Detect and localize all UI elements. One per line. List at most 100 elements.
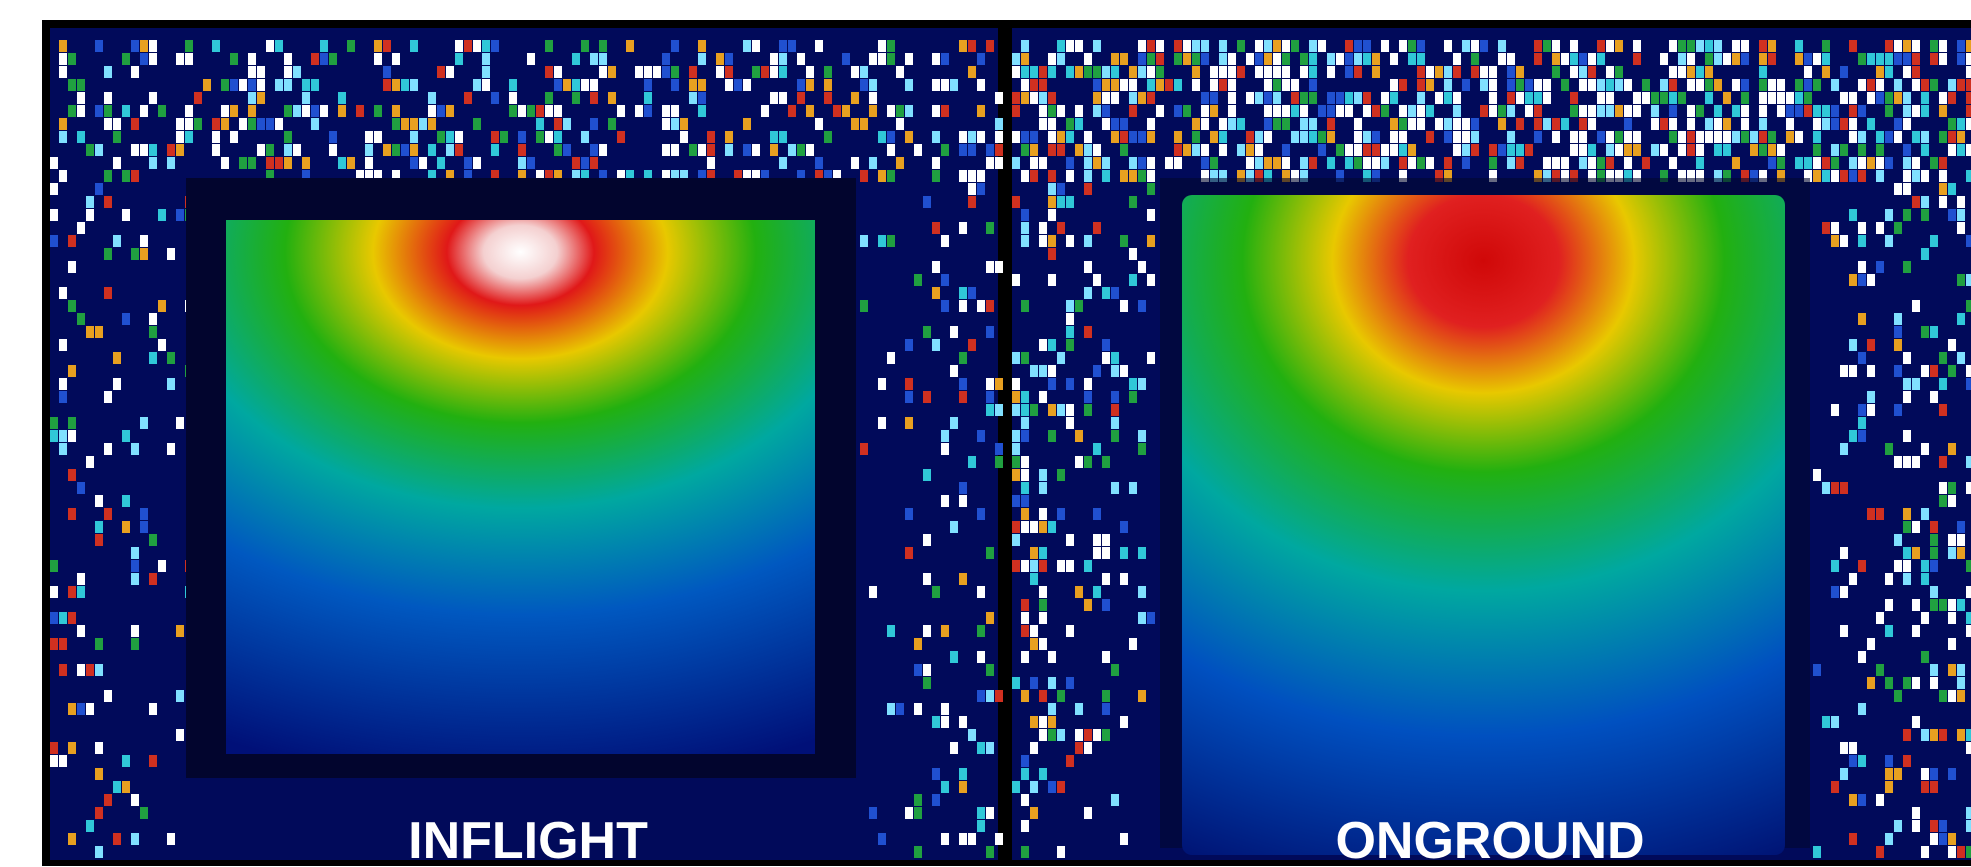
noise-pixel: [779, 40, 787, 52]
noise-pixel: [968, 196, 976, 208]
noise-pixel: [1624, 79, 1632, 91]
noise-pixel: [491, 92, 499, 104]
noise-pixel: [59, 53, 67, 65]
noise-pixel: [455, 131, 463, 143]
noise-pixel: [1588, 105, 1596, 117]
noise-pixel: [1606, 66, 1614, 78]
noise-pixel: [131, 170, 139, 182]
noise-pixel: [1138, 66, 1146, 78]
noise-pixel: [698, 40, 706, 52]
noise-pixel: [1039, 521, 1047, 533]
noise-pixel: [1930, 729, 1938, 741]
noise-pixel: [1948, 846, 1956, 858]
noise-pixel: [68, 742, 76, 754]
noise-pixel: [1930, 235, 1938, 247]
noise-pixel: [1966, 66, 1971, 78]
noise-pixel: [1543, 92, 1551, 104]
noise-pixel: [554, 105, 562, 117]
noise-pixel: [1930, 677, 1938, 689]
noise-pixel: [1138, 92, 1146, 104]
noise-pixel: [176, 53, 184, 65]
noise-pixel: [860, 235, 868, 247]
noise-pixel: [1867, 157, 1875, 169]
noise-pixel: [1696, 144, 1704, 156]
noise-pixel: [68, 235, 76, 247]
noise-pixel: [1426, 66, 1434, 78]
noise-pixel: [1930, 664, 1938, 676]
noise-pixel: [1309, 40, 1317, 52]
noise-pixel: [1885, 66, 1893, 78]
noise-pixel: [176, 729, 184, 741]
noise-pixel: [1012, 495, 1020, 507]
noise-pixel: [185, 118, 193, 130]
noise-pixel: [725, 144, 733, 156]
noise-pixel: [1102, 339, 1110, 351]
noise-pixel: [266, 118, 274, 130]
noise-pixel: [1066, 235, 1074, 247]
noise-pixel: [1048, 196, 1056, 208]
noise-pixel: [1021, 482, 1029, 494]
noise-pixel: [1030, 157, 1038, 169]
noise-pixel: [1120, 79, 1128, 91]
noise-pixel: [1327, 66, 1335, 78]
noise-pixel: [689, 144, 697, 156]
noise-pixel: [950, 365, 958, 377]
noise-pixel: [1228, 118, 1236, 130]
noise-pixel: [1102, 105, 1110, 117]
noise-pixel: [1129, 482, 1137, 494]
noise-pixel: [1939, 404, 1947, 416]
noise-pixel: [50, 183, 58, 195]
noise-pixel: [1408, 105, 1416, 117]
noise-pixel: [1696, 79, 1704, 91]
noise-pixel: [896, 66, 904, 78]
noise-pixel: [1147, 40, 1155, 52]
noise-pixel: [1966, 40, 1971, 52]
noise-pixel: [941, 443, 949, 455]
noise-pixel: [1075, 144, 1083, 156]
noise-pixel: [923, 469, 931, 481]
noise-pixel: [887, 170, 895, 182]
noise-pixel: [455, 144, 463, 156]
noise-pixel: [1813, 469, 1821, 481]
noise-pixel: [1192, 118, 1200, 130]
noise-pixel: [1498, 144, 1506, 156]
noise-pixel: [419, 118, 427, 130]
noise-pixel: [230, 79, 238, 91]
noise-pixel: [131, 573, 139, 585]
noise-pixel: [1822, 66, 1830, 78]
noise-pixel: [1507, 92, 1515, 104]
noise-pixel: [140, 144, 148, 156]
noise-pixel: [914, 807, 922, 819]
noise-pixel: [1453, 118, 1461, 130]
noise-pixel: [1084, 807, 1092, 819]
noise-pixel: [1705, 53, 1713, 65]
noise-pixel: [905, 807, 913, 819]
noise-pixel: [428, 118, 436, 130]
noise-pixel: [1930, 157, 1938, 169]
noise-pixel: [1021, 53, 1029, 65]
noise-pixel: [1318, 144, 1326, 156]
noise-pixel: [995, 456, 1003, 468]
noise-pixel: [1408, 53, 1416, 65]
noise-pixel: [743, 118, 751, 130]
noise-pixel: [698, 105, 706, 117]
noise-pixel: [770, 131, 778, 143]
noise-pixel: [1966, 118, 1971, 130]
noise-pixel: [59, 131, 67, 143]
noise-pixel: [1336, 92, 1344, 104]
noise-pixel: [995, 378, 1003, 390]
noise-pixel: [788, 40, 796, 52]
noise-pixel: [1840, 235, 1848, 247]
noise-pixel: [1777, 105, 1785, 117]
noise-pixel: [1012, 469, 1020, 481]
noise-pixel: [1957, 534, 1965, 546]
noise-pixel: [167, 144, 175, 156]
noise-pixel: [1894, 768, 1902, 780]
noise-pixel: [1147, 118, 1155, 130]
noise-pixel: [1471, 40, 1479, 52]
noise-pixel: [1831, 235, 1839, 247]
noise-pixel: [230, 131, 238, 143]
noise-pixel: [374, 53, 382, 65]
noise-pixel: [1939, 92, 1947, 104]
noise-pixel: [1030, 92, 1038, 104]
